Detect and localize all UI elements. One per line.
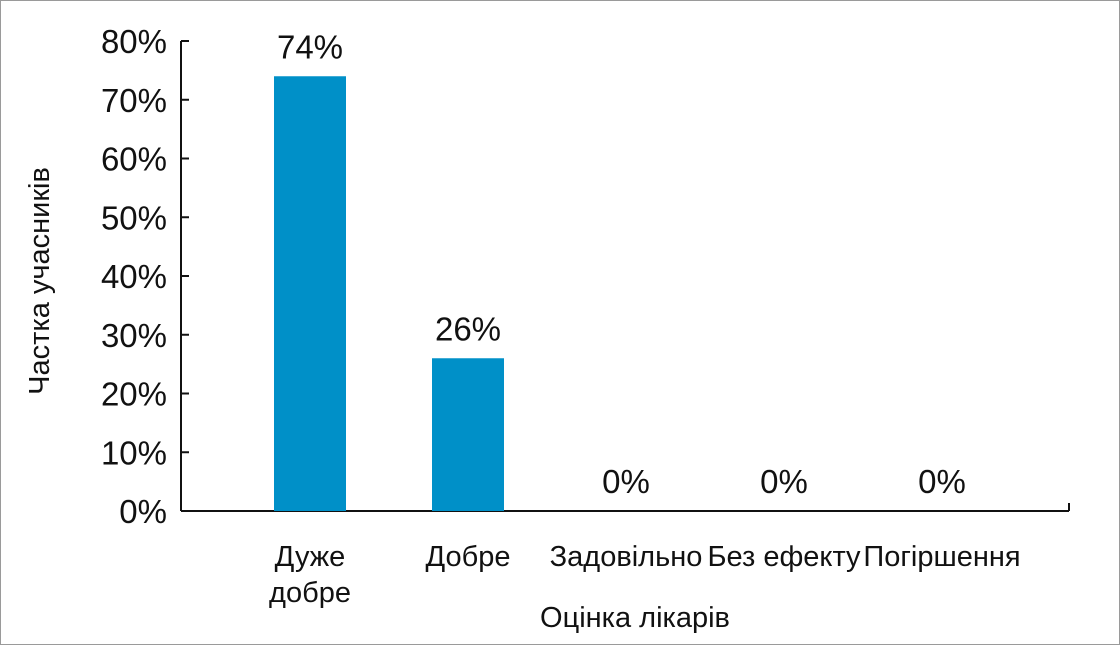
- y-tick-label: 50%: [101, 199, 167, 236]
- x-tick-label: Дуже: [275, 541, 346, 573]
- data-label: 0%: [760, 463, 808, 500]
- axes: 0% 10% 20% 30% 40% 50% 60% 70% 80%: [101, 23, 1070, 530]
- x-tick-label: добре: [269, 577, 351, 609]
- y-tick-label: 20%: [101, 376, 167, 413]
- y-tick-label: 60%: [101, 141, 167, 178]
- data-label: 0%: [918, 463, 966, 500]
- y-tick-label: 40%: [101, 258, 167, 295]
- data-label: 26%: [435, 310, 501, 347]
- y-tick-label: 0%: [119, 493, 167, 530]
- x-tick-label: Задовільно: [550, 541, 703, 573]
- y-tick-label: 80%: [101, 23, 167, 60]
- y-tick-label: 30%: [101, 317, 167, 354]
- y-tick-label: 10%: [101, 434, 167, 471]
- x-tick-label: Добре: [426, 541, 511, 573]
- data-label: 74%: [277, 28, 343, 65]
- x-axis-title: Оцінка лікарів: [540, 602, 730, 634]
- labels: 74% Дуже добре 26% Добре 0% Задовільно 0% Без еф…: [269, 28, 1021, 609]
- x-tick-label: Погіршення: [863, 541, 1020, 573]
- data-label: 0%: [602, 463, 650, 500]
- y-axis-title: Частка учасників: [24, 167, 56, 395]
- bars: [274, 76, 504, 511]
- x-tick-label: Без ефекту: [707, 541, 861, 573]
- bar: [274, 76, 346, 511]
- bar: [432, 358, 504, 511]
- y-tick-label: 70%: [101, 82, 167, 119]
